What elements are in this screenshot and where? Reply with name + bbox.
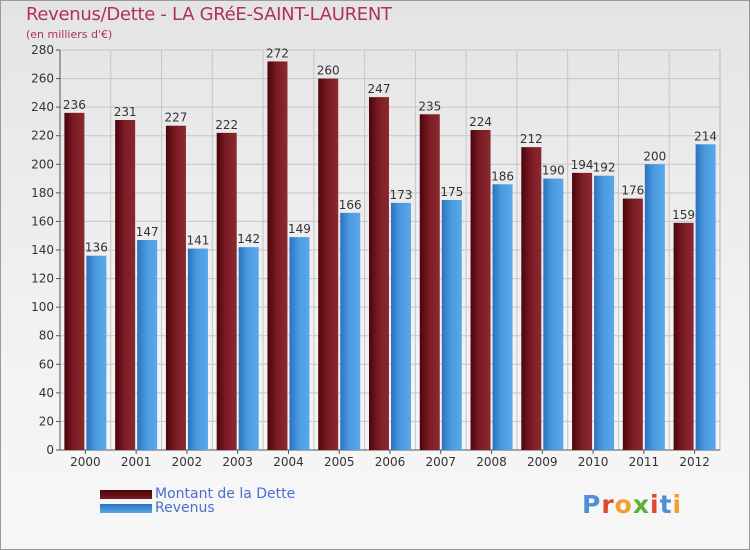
bar-revenus bbox=[86, 255, 107, 450]
value-label-revenus: 192 bbox=[593, 161, 616, 175]
value-label-dette: 231 bbox=[114, 105, 137, 119]
y-tick-label: 260 bbox=[31, 72, 54, 86]
value-label-dette: 236 bbox=[63, 98, 86, 112]
legend-item-revenus: Revenus bbox=[100, 501, 215, 515]
bar-dette bbox=[216, 132, 237, 450]
y-tick-label: 160 bbox=[31, 214, 54, 228]
y-tick-label: 180 bbox=[31, 186, 54, 200]
bar-dette bbox=[369, 97, 389, 451]
bar-revenus bbox=[492, 184, 513, 451]
y-tick-label: 0 bbox=[46, 443, 54, 457]
value-label-revenus: 147 bbox=[136, 225, 159, 239]
x-tick-label: 2003 bbox=[222, 455, 253, 469]
value-label-dette: 224 bbox=[469, 115, 492, 129]
value-label-dette: 272 bbox=[266, 46, 289, 60]
y-tick-label: 100 bbox=[31, 300, 54, 314]
value-label-dette: 176 bbox=[621, 184, 644, 198]
value-label-revenus: 166 bbox=[339, 198, 362, 212]
legend-swatch-dette bbox=[100, 489, 152, 499]
value-label-dette: 212 bbox=[520, 132, 543, 146]
bar-dette bbox=[115, 120, 136, 450]
x-tick-label: 2004 bbox=[273, 455, 304, 469]
y-tick-label: 280 bbox=[31, 43, 54, 57]
value-label-dette: 227 bbox=[164, 111, 187, 125]
bar-dette bbox=[318, 78, 339, 451]
x-tick-label: 2005 bbox=[324, 455, 355, 469]
value-label-dette: 194 bbox=[571, 158, 594, 172]
axes: 0 20 40 60 80 100 120 140 160 180 200 220 240 260 280 2… bbox=[31, 43, 720, 469]
bar-dette bbox=[64, 112, 85, 450]
bar-revenus bbox=[238, 247, 259, 450]
value-label-revenus: 175 bbox=[440, 185, 463, 199]
value-label-revenus: 149 bbox=[288, 222, 311, 236]
x-tick-label: 2008 bbox=[476, 455, 507, 469]
bars bbox=[64, 61, 716, 451]
legend-label-dette: Montant de la Dette bbox=[155, 486, 296, 502]
value-label-revenus: 214 bbox=[694, 129, 717, 143]
x-tick-label: 2012 bbox=[679, 455, 710, 469]
x-tick-label: 2010 bbox=[578, 455, 609, 469]
bar-dette bbox=[622, 198, 643, 450]
value-label-revenus: 141 bbox=[186, 234, 209, 248]
value-label-revenus: 142 bbox=[237, 232, 260, 246]
y-tick-label: 60 bbox=[39, 357, 54, 371]
x-tick-label: 2001 bbox=[121, 455, 152, 469]
value-label-revenus: 190 bbox=[542, 164, 565, 178]
value-labels: 236 136 231 147 227 141 222 142 272 149 260 166 247 1… bbox=[63, 46, 717, 254]
bar-revenus bbox=[289, 237, 310, 450]
value-label-dette: 222 bbox=[215, 118, 238, 132]
y-tick-label: 120 bbox=[31, 272, 54, 286]
y-tick-label: 40 bbox=[39, 386, 54, 400]
legend-label-revenus: Revenus bbox=[155, 500, 215, 516]
x-tick-label: 2006 bbox=[375, 455, 406, 469]
bar-dette bbox=[521, 147, 542, 450]
y-tick-label: 20 bbox=[39, 414, 54, 428]
bar-revenus bbox=[441, 200, 462, 450]
x-tick-label: 2002 bbox=[172, 455, 203, 469]
y-tick-label: 200 bbox=[31, 157, 54, 171]
value-label-dette: 159 bbox=[672, 208, 695, 222]
value-label-revenus: 200 bbox=[643, 149, 666, 163]
bar-dette bbox=[470, 130, 491, 450]
bar-revenus bbox=[187, 248, 208, 450]
bar-revenus bbox=[644, 164, 665, 451]
bar-revenus bbox=[137, 240, 158, 450]
bar-dette bbox=[165, 125, 186, 450]
proxiti-logo: Proxiti bbox=[582, 490, 683, 519]
bar-revenus bbox=[695, 144, 716, 451]
y-tick-label: 80 bbox=[39, 329, 54, 343]
legend-swatch-revenus bbox=[100, 503, 152, 513]
bar-revenus bbox=[340, 212, 361, 450]
value-label-revenus: 186 bbox=[491, 169, 514, 183]
x-tick-label: 2009 bbox=[527, 455, 558, 469]
value-label-revenus: 136 bbox=[85, 241, 108, 255]
value-label-dette: 247 bbox=[368, 82, 391, 96]
x-tick-label: 2011 bbox=[629, 455, 660, 469]
bar-revenus bbox=[543, 178, 564, 451]
chart-subtitle: (en milliers d'€) bbox=[26, 28, 113, 41]
grid-lines bbox=[59, 49, 721, 451]
x-tick-label: 2007 bbox=[425, 455, 456, 469]
bar-revenus bbox=[391, 202, 411, 450]
bar-dette bbox=[673, 222, 694, 450]
bar-dette bbox=[419, 114, 440, 451]
bar-dette bbox=[267, 61, 288, 451]
legend-item-dette: Montant de la Dette bbox=[100, 487, 295, 501]
value-label-dette: 235 bbox=[418, 99, 441, 113]
bar-dette bbox=[572, 172, 593, 450]
value-label-revenus: 173 bbox=[390, 188, 413, 202]
chart-title: Revenus/Dette - LA GRéE-SAINT-LAURENT bbox=[26, 4, 392, 25]
y-tick-label: 140 bbox=[31, 243, 54, 257]
y-tick-label: 220 bbox=[31, 129, 54, 143]
x-tick-label: 2000 bbox=[70, 455, 101, 469]
y-tick-label: 240 bbox=[31, 100, 54, 114]
value-label-dette: 260 bbox=[317, 64, 340, 78]
bar-revenus bbox=[594, 175, 615, 450]
